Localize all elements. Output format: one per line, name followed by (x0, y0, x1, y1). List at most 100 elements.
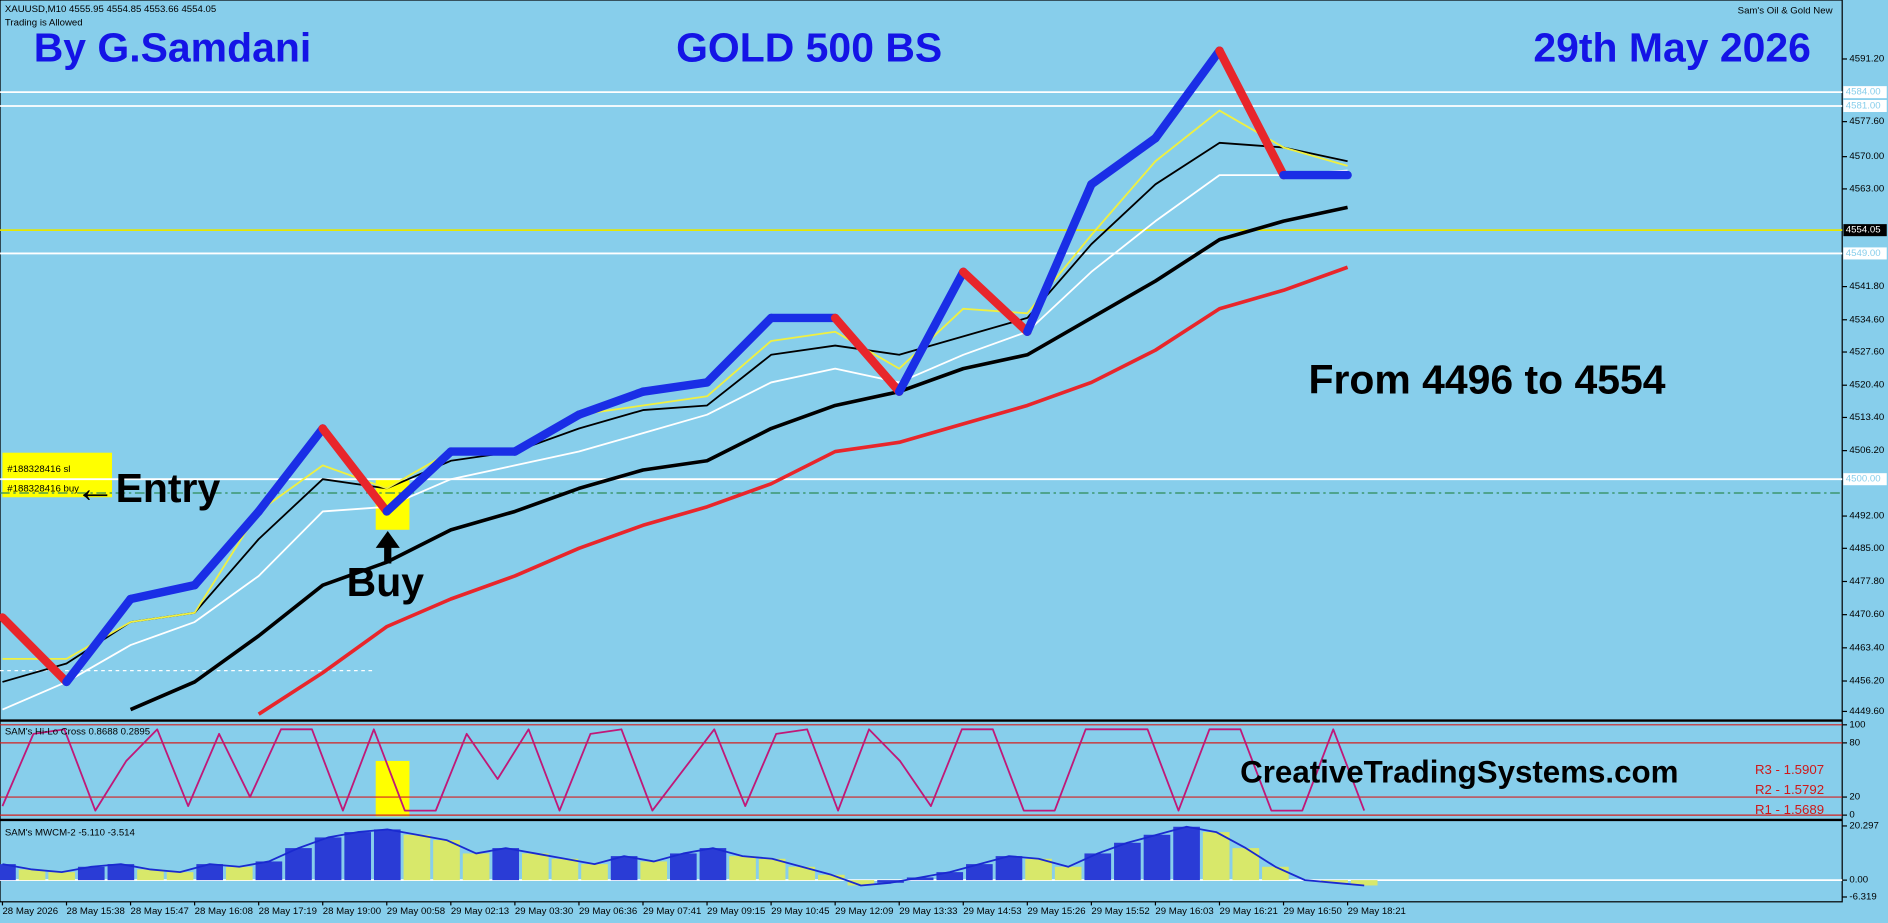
entry-label: ←Entry (75, 465, 221, 511)
bar (225, 866, 253, 881)
bar (285, 848, 312, 881)
x-tick-label: 28 May 15:47 (131, 906, 189, 917)
y-tick-label: 4463.40 (1849, 642, 1884, 653)
series-line (2, 169, 1348, 711)
y-tick-label: 4527.60 (1849, 347, 1884, 358)
x-tick-label: 29 May 02:13 (451, 906, 509, 917)
y-tick-label: 0 (1849, 810, 1854, 821)
y-tick-label: 4477.80 (1849, 576, 1884, 587)
level-label-bg (1843, 86, 1887, 99)
status: Trading is Allowed (5, 17, 83, 28)
x-tick-label: 29 May 09:15 (707, 906, 765, 917)
level-label-bg (1843, 247, 1887, 260)
panel-title: SAM's Hi-Lo Cross 0.8688 0.2895 (5, 727, 150, 738)
y-tick-label: 4470.60 (1849, 609, 1884, 620)
indicator-name: Sam's Oil & Gold New (1738, 5, 1833, 16)
bar (137, 869, 164, 881)
pivot-label: R1 - 1.5689 (1755, 802, 1824, 817)
bar (610, 856, 638, 881)
series-line (2, 141, 1348, 683)
level-label: 4584.00 (1846, 87, 1881, 98)
y-tick-label: -6.319 (1849, 892, 1876, 903)
bar (492, 848, 520, 881)
x-tick-label: 29 May 15:26 (1027, 906, 1085, 917)
y-tick-label: 4492.00 (1849, 511, 1884, 522)
price-segment (638, 378, 712, 396)
bar (788, 866, 816, 881)
price-segment (510, 410, 584, 456)
bar (1202, 832, 1230, 881)
y-tick-label: 4520.40 (1849, 380, 1884, 391)
price-segment (830, 313, 904, 396)
y-tick-label: 80 (1849, 737, 1860, 748)
data-layer (0, 46, 1848, 906)
bar (699, 848, 727, 881)
text-layer: XAUUSD,M10 4555.95 4554.85 4553.66 4554.… (2, 4, 1887, 917)
x-tick-label: 29 May 00:58 (387, 906, 445, 917)
bar (373, 829, 401, 881)
x-tick-label: 29 May 18:21 (1348, 906, 1406, 917)
y-tick-label: 4485.00 (1849, 543, 1884, 554)
x-tick-label: 29 May 15:52 (1091, 906, 1149, 917)
bar (48, 872, 75, 881)
y-tick-label: 4570.00 (1849, 151, 1884, 162)
website: CreativeTradingSystems.com (1240, 754, 1678, 789)
price-segment (894, 267, 968, 396)
x-tick-label: 29 May 12:09 (835, 906, 893, 917)
bar (196, 864, 224, 881)
x-tick-label: 29 May 16:21 (1219, 906, 1277, 917)
buy-label: Buy (347, 559, 425, 605)
bar (1350, 880, 1378, 886)
bar (18, 869, 46, 881)
buy-arrow (375, 530, 400, 564)
x-tick-label: 28 May 17:19 (259, 906, 317, 917)
trade-sl: #188328416 sl (7, 464, 70, 475)
y-tick-label: 4577.60 (1849, 116, 1884, 127)
x-tick-label: 28 May 16:08 (195, 906, 253, 917)
price-segment (959, 267, 1032, 336)
y-tick-label: 4541.80 (1849, 281, 1884, 292)
pivot-label: R3 - 1.5907 (1755, 762, 1824, 777)
price-segment (0, 613, 71, 687)
bar (551, 858, 579, 881)
bar (966, 864, 993, 881)
price-segment (62, 594, 135, 687)
x-tick-label: 29 May 10:45 (771, 906, 829, 917)
level-label-bg (1843, 224, 1887, 237)
bar (0, 864, 16, 881)
bar (462, 853, 490, 881)
price-segment (254, 424, 327, 516)
price-segment (1023, 180, 1096, 336)
y-tick-label: 4449.60 (1849, 706, 1884, 717)
bar (995, 856, 1023, 881)
bar (640, 861, 668, 881)
series-line (257, 265, 1349, 716)
bar (344, 832, 372, 881)
bar (758, 858, 786, 881)
bar (1143, 834, 1171, 881)
level-label: 4554.05 (1846, 225, 1881, 236)
bar (1262, 866, 1289, 881)
price-segment (190, 507, 263, 590)
price-segment (318, 424, 391, 516)
trade-box (2, 452, 113, 498)
price-segment (1215, 46, 1288, 180)
bar (1232, 848, 1260, 881)
x-tick-label: 28 May 2026 (2, 906, 58, 917)
y-tick-label: 4506.20 (1849, 445, 1884, 456)
bar (818, 874, 845, 881)
level-label-bg (1843, 99, 1887, 112)
price-segment (126, 580, 199, 604)
bar (77, 866, 105, 881)
bar (521, 853, 549, 881)
x-tick-label: 29 May 16:50 (1284, 906, 1342, 917)
bar (1173, 826, 1200, 881)
x-tick-label: 28 May 19:00 (323, 906, 381, 917)
y-tick-label: 20 (1849, 792, 1860, 803)
y-tick-label: 4456.20 (1849, 676, 1884, 687)
y-tick-label: 4563.00 (1849, 183, 1884, 194)
level-label: 4549.00 (1846, 248, 1881, 259)
highlights (0, 452, 410, 817)
